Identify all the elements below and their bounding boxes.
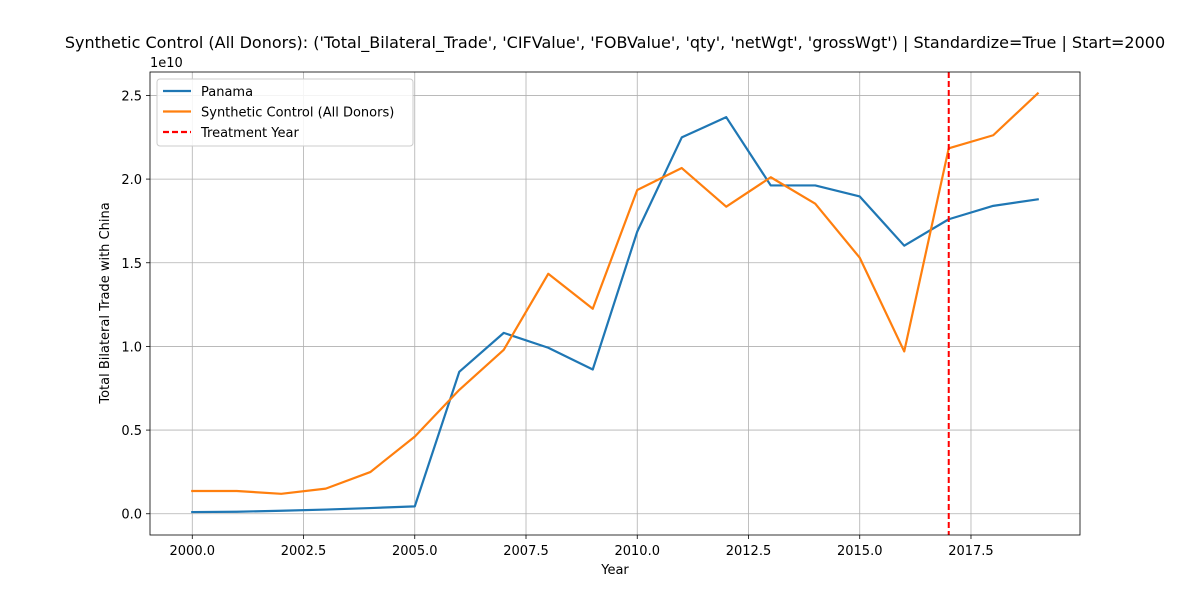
x-tick-label: 2015.0 xyxy=(837,544,883,559)
x-axis-label: Year xyxy=(600,563,629,578)
data-layer xyxy=(191,72,1040,535)
x-tick-label: 2017.5 xyxy=(948,544,994,559)
x-tick-label: 2007.5 xyxy=(503,544,549,559)
x-tick-label: 2010.0 xyxy=(614,544,660,559)
chart-title: Synthetic Control (All Donors): ('Total_… xyxy=(65,33,1165,53)
legend-entry-label: Panama xyxy=(201,85,253,100)
plot-frame xyxy=(149,71,1081,536)
legend-entry-label: Synthetic Control (All Donors) xyxy=(201,106,394,121)
x-tick-label: 2012.5 xyxy=(726,544,772,559)
legend-entry-label: Treatment Year xyxy=(200,126,299,141)
series-line-1 xyxy=(191,91,1040,495)
grid xyxy=(150,72,1080,535)
series-line-0 xyxy=(191,116,1039,514)
y-tick-label: 1.0 xyxy=(121,340,142,355)
ticks: 2000.0 2002.5 2005.0 2007.5 2010.0 2012.5 2015… xyxy=(121,89,993,559)
x-tick-label: 2000.0 xyxy=(170,544,216,559)
legend-box xyxy=(156,78,414,147)
y-tick-label: 1.5 xyxy=(121,257,142,272)
y-tick-label: 2.5 xyxy=(121,89,142,104)
x-tick-label: 2002.5 xyxy=(281,544,327,559)
legend: Panama Synthetic Control (All Donors) Trea… xyxy=(156,78,414,147)
y-axis-label: Total Bilateral Trade with China xyxy=(98,202,113,404)
y-tick-label: 0.5 xyxy=(121,424,142,439)
x-tick-label: 2005.0 xyxy=(392,544,438,559)
y-tick-label: 2.0 xyxy=(121,173,142,188)
y-tick-label: 0.0 xyxy=(121,508,142,523)
y-offset-label: 1e10 xyxy=(150,56,183,71)
